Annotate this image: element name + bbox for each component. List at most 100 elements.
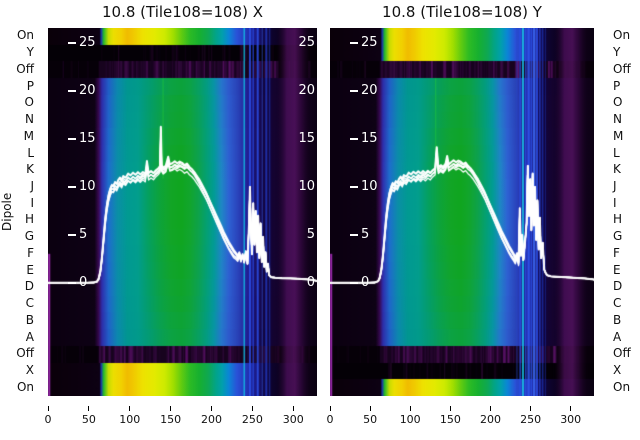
row-label: On <box>613 28 631 43</box>
panel-x-title: 10.8 (Tile108=108) X <box>101 3 263 21</box>
x-tick-label: 50 <box>363 413 378 426</box>
overlay-tick-label: 25 <box>79 35 96 50</box>
x-tick-label: 150 <box>160 413 182 426</box>
overlay-tick-dash <box>350 186 358 188</box>
row-label: Off <box>16 346 34 361</box>
panel-x-heatmap <box>48 28 317 396</box>
x-tick <box>570 406 572 411</box>
overlay-right-tick-label: 10 <box>298 179 315 194</box>
row-label: Off <box>613 61 631 76</box>
overlay-tick-dash <box>350 234 358 236</box>
x-tick-label: 0 <box>44 413 52 426</box>
row-label: J <box>613 178 617 193</box>
row-label: A <box>613 329 622 344</box>
row-label: B <box>25 312 34 327</box>
overlay-right-tick-label: 0 <box>306 275 315 290</box>
dipole-row-labels-right: On Y Off P O N M L K J I H G F E D C B A Off X On <box>613 0 640 440</box>
row-label: L <box>27 145 34 160</box>
overlay-right-tick-label: 5 <box>306 227 315 242</box>
row-label: Off <box>613 346 631 361</box>
overlay-tick-dash <box>350 138 358 140</box>
x-tick <box>47 406 49 411</box>
overlay-tick-dash <box>350 90 358 92</box>
x-tick <box>329 406 331 411</box>
overlay-tick-label: 10 <box>79 179 96 194</box>
x-tick-label: 200 <box>201 413 222 426</box>
overlay-tick-label: 0 <box>79 275 88 290</box>
overlay-tick-label: 15 <box>361 131 378 146</box>
row-label: C <box>613 296 622 310</box>
row-label: E <box>26 262 34 277</box>
x-tick-label: 250 <box>520 413 542 426</box>
overlay-tick-label: 15 <box>79 131 96 146</box>
row-label: X <box>613 362 622 377</box>
overlay-tick-label: 5 <box>79 227 88 242</box>
overlay-right-tick-label: 25 <box>298 35 315 50</box>
x-tick <box>530 406 532 411</box>
overlay-tick-label: 20 <box>361 83 378 98</box>
row-label: Off <box>16 61 34 76</box>
row-label: X <box>25 362 34 377</box>
x-tick <box>251 406 253 411</box>
x-tick-label: 300 <box>282 413 304 426</box>
overlay-right-tick-label: 20 <box>298 83 315 98</box>
row-label: P <box>613 78 621 93</box>
x-tick-label: 50 <box>81 413 96 426</box>
row-label: On <box>16 379 34 394</box>
x-tick <box>211 406 212 411</box>
row-label: N <box>613 112 622 126</box>
row-label: M <box>23 128 34 143</box>
overlay-tick-label: 20 <box>79 83 96 98</box>
overlay-tick-label: 0 <box>361 275 370 290</box>
row-label: On <box>613 379 631 394</box>
overlay-tick-dash <box>68 186 76 188</box>
row-label: Y <box>613 45 621 60</box>
overlay-tick-label: 25 <box>361 35 378 50</box>
overlay-tick-dash <box>350 42 358 44</box>
row-label: E <box>613 262 621 277</box>
overlay-tick-dash <box>68 42 76 44</box>
row-label: O <box>613 95 623 110</box>
row-label: Y <box>26 45 34 60</box>
x-tick-label: 100 <box>399 413 421 426</box>
x-tick-label: 0 <box>326 413 334 426</box>
x-tick-label: 150 <box>439 413 461 426</box>
x-tick <box>369 406 371 411</box>
row-label: K <box>613 162 621 177</box>
overlay-tick-dash <box>68 234 76 236</box>
x-tick <box>170 406 172 411</box>
x-tick-label: 250 <box>241 413 263 426</box>
overlay-tick-dash <box>68 138 76 140</box>
row-label: P <box>26 78 34 93</box>
row-label: M <box>613 128 624 143</box>
x-tick <box>449 406 451 411</box>
x-tick <box>292 406 294 411</box>
overlay-tick-label: 5 <box>361 227 370 242</box>
row-label: N <box>25 112 34 126</box>
row-label: D <box>613 279 623 294</box>
overlay-tick-dash <box>350 282 358 284</box>
x-tick <box>409 406 411 411</box>
x-tick-label: 100 <box>119 413 141 426</box>
x-tick <box>129 406 131 411</box>
row-label: G <box>24 229 34 244</box>
row-label: I <box>30 195 34 210</box>
overlay-tick-dash <box>68 282 76 284</box>
row-label: A <box>25 329 34 344</box>
row-label: On <box>16 28 34 43</box>
row-label: H <box>613 212 623 227</box>
row-label: B <box>613 312 622 327</box>
panel-y-title: 10.8 (Tile108=108) Y <box>382 3 542 21</box>
x-tick <box>88 406 90 411</box>
row-label: O <box>24 95 34 110</box>
dipole-row-labels-left: On Y Off P O N M L K J I H G F E D C B A Off X On <box>0 0 34 440</box>
x-tick <box>490 406 491 411</box>
row-label: L <box>613 145 620 160</box>
row-label: I <box>613 195 617 210</box>
overlay-tick-label: 10 <box>361 179 378 194</box>
row-label: K <box>26 162 34 177</box>
x-tick-label: 300 <box>560 413 582 426</box>
row-label: F <box>613 245 620 260</box>
overlay-tick-dash <box>68 90 76 92</box>
